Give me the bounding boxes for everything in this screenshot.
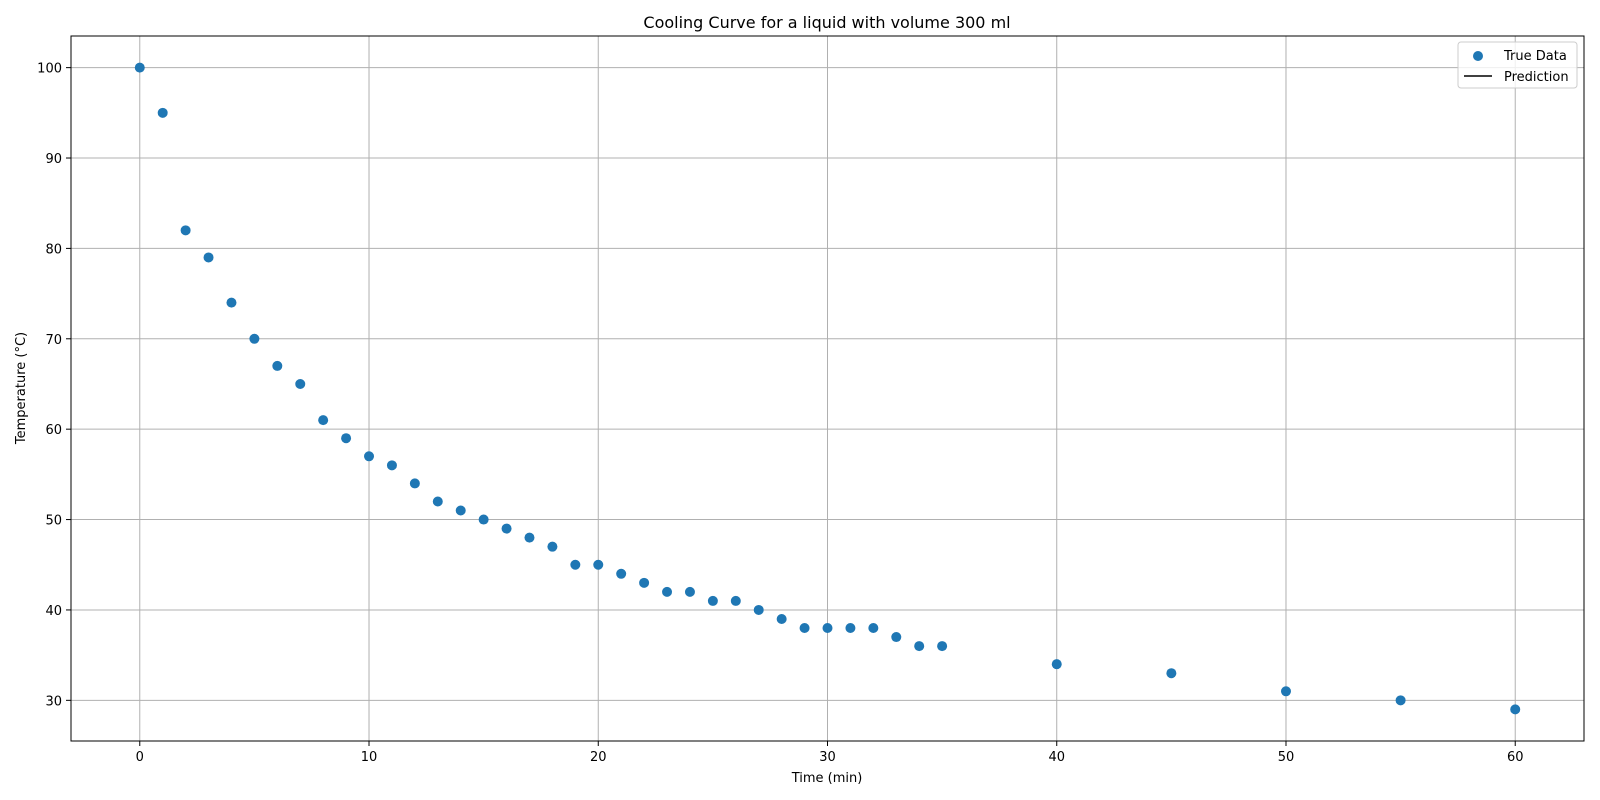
x-axis-ticks: 0 10 20 30 40 50 60 — [136, 741, 1524, 765]
data-point — [914, 641, 925, 652]
data-point — [1051, 659, 1062, 670]
data-point — [1166, 668, 1177, 679]
data-point — [249, 333, 260, 344]
data-point — [753, 604, 764, 615]
x-tick-label: 30 — [819, 750, 836, 765]
data-point — [409, 478, 420, 489]
data-point — [662, 586, 673, 597]
legend-label-prediction: Prediction — [1504, 70, 1569, 85]
data-point — [707, 595, 718, 606]
data-point — [616, 568, 627, 579]
data-point — [501, 523, 512, 534]
data-point — [776, 613, 787, 624]
y-axis-label: Temperature (°C) — [14, 332, 29, 445]
data-point — [570, 559, 581, 570]
y-tick-label: 60 — [45, 423, 62, 438]
data-point — [1510, 704, 1521, 715]
data-point — [318, 415, 329, 426]
data-point — [822, 623, 833, 634]
x-tick-label: 50 — [1278, 750, 1295, 765]
data-point — [341, 433, 352, 444]
data-point — [134, 62, 145, 73]
data-point — [455, 505, 466, 516]
y-tick-label: 100 — [37, 62, 62, 77]
data-point — [295, 378, 306, 389]
x-tick-label: 10 — [361, 750, 378, 765]
data-point — [868, 623, 879, 634]
data-point — [845, 623, 856, 634]
data-point — [1280, 686, 1291, 697]
legend-label-true-data: True Data — [1503, 49, 1567, 64]
data-point — [157, 107, 168, 118]
data-point — [1395, 695, 1406, 706]
data-point — [684, 586, 695, 597]
data-point — [799, 623, 810, 634]
y-axis-ticks: 30 40 50 60 70 80 90 100 — [37, 62, 71, 709]
y-tick-label: 40 — [45, 604, 62, 619]
data-point — [432, 496, 443, 507]
data-point — [180, 225, 191, 236]
data-point — [272, 360, 283, 371]
y-tick-label: 50 — [45, 514, 62, 529]
data-point — [226, 297, 237, 308]
data-point — [639, 577, 650, 588]
data-point — [937, 641, 948, 652]
data-point — [524, 532, 535, 543]
y-tick-label: 70 — [45, 333, 62, 348]
data-point — [547, 541, 558, 552]
data-point — [478, 514, 489, 525]
y-tick-label: 80 — [45, 242, 62, 257]
data-point — [203, 252, 214, 263]
x-tick-label: 40 — [1048, 750, 1065, 765]
data-point — [730, 595, 741, 606]
data-point — [386, 460, 397, 471]
legend: True Data Prediction — [1457, 41, 1578, 89]
x-tick-label: 60 — [1507, 750, 1524, 765]
x-tick-label: 20 — [590, 750, 607, 765]
x-axis-label: Time (min) — [791, 771, 863, 786]
data-points — [134, 62, 1521, 715]
data-point — [593, 559, 604, 570]
data-point — [891, 632, 902, 643]
data-point — [364, 451, 375, 462]
legend-marker-true-data — [1473, 51, 1483, 61]
y-tick-label: 30 — [45, 694, 62, 709]
y-tick-label: 90 — [45, 152, 62, 167]
chart-title: Cooling Curve for a liquid with volume 3… — [643, 13, 1010, 32]
grid-lines — [71, 36, 1584, 741]
x-tick-label: 0 — [136, 750, 144, 765]
